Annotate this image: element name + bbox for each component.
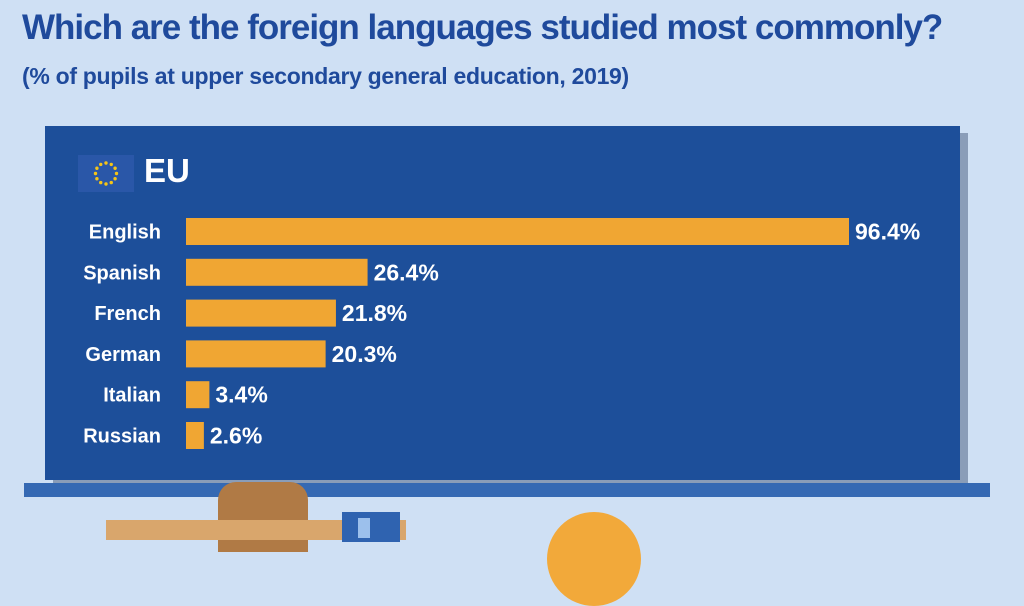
- value-label-russian: 2.6%: [210, 423, 262, 449]
- category-label-russian: Russian: [83, 426, 161, 448]
- category-label-german: German: [85, 344, 161, 366]
- decorative-chair-back: [218, 482, 308, 552]
- value-label-english: 96.4%: [855, 219, 920, 245]
- value-label-french: 21.8%: [342, 300, 407, 326]
- category-label-english: English: [89, 222, 161, 244]
- bar-french: [186, 299, 336, 327]
- category-label-italian: Italian: [103, 385, 161, 407]
- region-label: EU: [144, 152, 190, 189]
- bar-spanish: [186, 258, 368, 286]
- decorative-book: [342, 512, 400, 542]
- bar-russian: [186, 422, 204, 449]
- bar-english: [186, 218, 849, 245]
- decorative-circle: [547, 512, 641, 606]
- value-label-spanish: 26.4%: [374, 259, 439, 285]
- decorative-book-spine: [358, 518, 370, 538]
- bar-chart: English 96.4% Spanish 26.4% French 21.8% Germa…: [83, 218, 920, 449]
- eu-flag-icon: [78, 155, 134, 192]
- bar-german: [186, 340, 326, 368]
- value-label-german: 20.3%: [332, 341, 397, 367]
- category-label-french: French: [94, 303, 161, 325]
- category-label-spanish: Spanish: [83, 262, 161, 284]
- chart-title: Which are the foreign languages studied …: [22, 8, 943, 47]
- bar-italian: [186, 381, 210, 409]
- value-label-italian: 3.4%: [215, 382, 267, 408]
- chart-subtitle: (% of pupils at upper secondary general …: [22, 63, 629, 89]
